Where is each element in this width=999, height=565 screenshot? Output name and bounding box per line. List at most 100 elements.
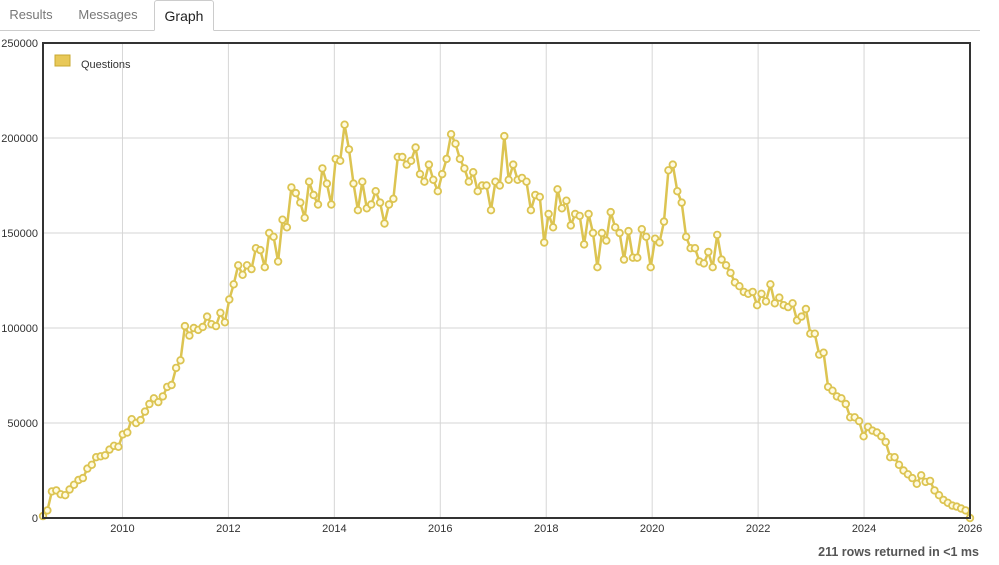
data-point[interactable] [677, 198, 686, 207]
data-point[interactable] [291, 188, 300, 198]
data-point[interactable] [602, 236, 611, 245]
data-point[interactable] [78, 473, 88, 483]
data-point[interactable] [544, 209, 553, 219]
data-point[interactable] [167, 380, 176, 390]
data-point[interactable] [322, 179, 332, 188]
data-point[interactable] [615, 228, 624, 238]
data-point[interactable] [553, 185, 562, 194]
data-point[interactable] [575, 211, 584, 221]
data-point[interactable] [349, 179, 358, 188]
tab-graph[interactable]: Graph [154, 0, 214, 31]
data-point[interactable] [336, 156, 345, 165]
data-point[interactable] [278, 215, 287, 224]
data-point[interactable] [269, 232, 278, 241]
data-point[interactable] [713, 230, 722, 240]
data-point[interactable] [509, 160, 518, 169]
data-point[interactable] [420, 177, 429, 186]
data-point[interactable] [282, 223, 292, 232]
data-point[interactable] [655, 238, 664, 247]
data-point[interactable] [917, 471, 926, 480]
data-point[interactable] [384, 200, 394, 209]
data-point[interactable] [353, 205, 363, 215]
data-point[interactable] [158, 392, 167, 401]
data-point[interactable] [619, 255, 629, 264]
data-point[interactable] [442, 154, 451, 164]
data-point[interactable] [43, 506, 52, 515]
data-point[interactable] [327, 200, 336, 209]
data-point[interactable] [748, 287, 757, 297]
data-point[interactable] [185, 331, 194, 340]
data-point[interactable] [406, 156, 416, 165]
data-point[interactable] [309, 190, 318, 200]
data-point[interactable] [446, 129, 456, 139]
data-point[interactable] [961, 506, 970, 515]
data-point[interactable] [757, 289, 766, 298]
data-point[interactable] [247, 264, 256, 274]
data-point[interactable] [202, 312, 212, 321]
tab-results[interactable]: Results [9, 7, 53, 22]
data-point[interactable] [415, 169, 425, 179]
data-point[interactable] [433, 186, 442, 196]
data-point[interactable] [411, 143, 420, 152]
data-point[interactable] [140, 407, 150, 416]
data-point[interactable] [389, 194, 398, 203]
data-point[interactable] [925, 476, 935, 486]
data-point[interactable] [375, 198, 385, 207]
data-point[interactable] [233, 261, 243, 270]
data-point[interactable] [398, 152, 407, 162]
data-point[interactable] [424, 160, 434, 169]
data-point[interactable] [451, 139, 460, 148]
data-point[interactable] [522, 177, 531, 186]
data-point[interactable] [367, 200, 376, 209]
data-point[interactable] [690, 243, 700, 253]
data-point[interactable] [766, 280, 775, 289]
data-point[interactable] [717, 255, 726, 264]
data-point[interactable] [535, 192, 544, 202]
data-point[interactable] [296, 198, 305, 207]
data-point[interactable] [708, 262, 717, 272]
data-point[interactable] [256, 245, 265, 255]
data-point[interactable] [726, 268, 735, 278]
data-point[interactable] [859, 432, 868, 441]
data-point[interactable] [797, 312, 806, 321]
data-point[interactable] [87, 460, 96, 469]
data-point[interactable] [473, 186, 482, 196]
data-point[interactable] [801, 304, 811, 314]
tab-messages[interactable]: Messages [78, 7, 138, 22]
data-point[interactable] [198, 322, 207, 332]
data-point[interactable] [828, 386, 837, 395]
data-point[interactable] [344, 145, 354, 154]
data-point[interactable] [597, 228, 607, 238]
data-point[interactable] [500, 131, 509, 141]
data-point[interactable] [358, 177, 367, 186]
data-point[interactable] [429, 175, 438, 184]
data-point[interactable] [637, 224, 646, 234]
data-point[interactable] [464, 177, 473, 186]
data-point[interactable] [611, 223, 620, 232]
data-point[interactable] [548, 223, 558, 232]
data-point[interactable] [566, 221, 575, 230]
data-point[interactable] [526, 205, 536, 215]
data-point[interactable] [300, 213, 309, 222]
data-point[interactable] [890, 453, 899, 462]
data-point[interactable] [894, 460, 904, 469]
data-point[interactable] [145, 399, 154, 409]
data-point[interactable] [908, 473, 917, 483]
data-point[interactable] [699, 259, 709, 268]
data-point[interactable] [114, 442, 123, 451]
data-point[interactable] [176, 356, 185, 365]
data-point[interactable] [877, 432, 886, 441]
data-point[interactable] [673, 186, 682, 196]
data-point[interactable] [770, 299, 779, 308]
data-point[interactable] [704, 247, 713, 257]
data-point[interactable] [180, 321, 190, 331]
data-point[interactable] [220, 318, 230, 327]
data-point[interactable] [810, 329, 819, 338]
data-point[interactable] [624, 226, 633, 236]
data-point[interactable] [123, 428, 132, 437]
data-point[interactable] [260, 262, 269, 272]
data-point[interactable] [854, 416, 864, 426]
data-point[interactable] [340, 120, 349, 129]
data-point[interactable] [579, 240, 589, 249]
data-point[interactable] [912, 479, 921, 488]
